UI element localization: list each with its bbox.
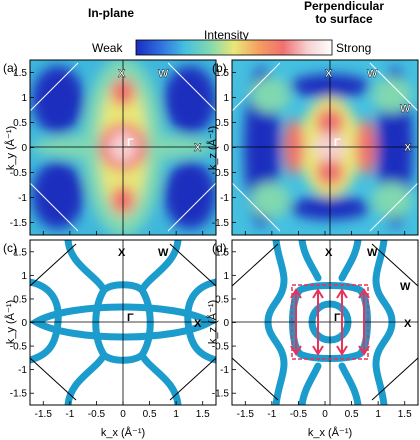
panel-b-x-top-label: X <box>325 68 333 80</box>
panel-d-ytick-label: 1.5 <box>215 247 229 258</box>
panel-c-ytick-label: -1.5 <box>10 389 28 400</box>
panel-a-tag: (a) <box>3 61 18 75</box>
panel-c-xtick-label: 1 <box>173 409 179 420</box>
panel-c-xtick-label: 1.5 <box>196 409 210 420</box>
panel-c-x-top-label: X <box>118 247 126 259</box>
panel-a-ytick-label: -1.5 <box>10 218 28 229</box>
panel-c-xtick-label: 0.5 <box>143 409 157 420</box>
panel-c-zone-boundary <box>29 243 217 401</box>
panel-b-ytick-label: 0 <box>223 143 229 154</box>
panel-d-x-right-label: X <box>404 318 412 330</box>
panel-c-xtick-label: -0.5 <box>88 409 106 420</box>
panel-a-ytick-label: -0.5 <box>10 168 28 179</box>
panel-b-ytick-label: 1.5 <box>215 68 229 79</box>
colorbar-min-label: Weak <box>92 41 123 55</box>
panel-c <box>29 239 217 406</box>
panel-d-x-top-label: X <box>325 247 333 259</box>
panel-b-ytick-label: -1 <box>220 193 229 204</box>
panel-d-ytick-label: -0.5 <box>212 342 230 353</box>
panel-a-x-top-label: X <box>118 68 126 80</box>
panel-d-xtick-label: 0.5 <box>345 409 359 420</box>
panel-d-xlabel: k_x (Å⁻¹) <box>308 426 352 439</box>
panel-d-xtick-label: -0.5 <box>290 409 308 420</box>
panel-b-w-top-label: W <box>367 68 378 80</box>
panel-a-ytick-label: 1.5 <box>13 68 27 79</box>
panel-d-gamma-label: Γ <box>334 312 341 324</box>
symmetry-point-labels: Γ X X W Γ X X W W Γ X X W Γ X X W W <box>118 68 412 330</box>
panel-b-intensity <box>232 60 418 235</box>
colorbar-title: Intensity <box>204 28 249 42</box>
panel-c-ytick-label: 0 <box>21 318 27 329</box>
colorbar-max-label: Strong <box>336 41 372 55</box>
panel-a-guides <box>29 62 217 232</box>
panel-b-ytick-label: -1.5 <box>212 218 230 229</box>
panel-a-w-label: W <box>158 68 169 80</box>
panel-c-ytick-label: 1.5 <box>13 247 27 258</box>
panel-c-ylabel: k_y (Å⁻¹) <box>4 300 17 344</box>
panel-a <box>29 59 217 236</box>
panel-d-ytick-label: 1 <box>223 271 229 282</box>
panel-c-ytick-label: 1 <box>21 271 27 282</box>
panel-d-zone-boundary <box>231 243 419 401</box>
panel-d <box>231 239 419 406</box>
panel-d-ytick-label: -1.5 <box>212 389 230 400</box>
panel-d-ytick-label: 0.5 <box>215 294 229 305</box>
panel-d-w-right-label: W <box>400 281 411 293</box>
panel-a-ytick-label: -1 <box>18 193 27 204</box>
panel-b-gamma-label: Γ <box>334 137 341 149</box>
panel-b <box>231 59 419 236</box>
panel-b-ytick-label: -0.5 <box>212 168 230 179</box>
panel-d-xtick-label: 0 <box>322 409 328 420</box>
panel-c-ytick-label: -1 <box>18 365 27 376</box>
panel-b-ytick-label: 1 <box>223 93 229 104</box>
panel-c-w-label: W <box>158 247 169 259</box>
panel-d-w-top-label: W <box>367 247 378 259</box>
panel-c-xtick-label: -1 <box>65 409 74 420</box>
panel-d-xtick-label: 1.5 <box>398 409 412 420</box>
axis-ticks: -1.5-1-0.500.511.5-1.5-1-0.500.511.5-1.5… <box>10 68 412 420</box>
panel-b-guides <box>231 62 419 232</box>
panel-d-ytick-label: -1 <box>220 365 229 376</box>
panel-d-ytick-label: 0 <box>223 318 229 329</box>
panel-d-xtick-label: -1 <box>267 409 276 420</box>
panel-a-gamma-label: Γ <box>127 137 134 149</box>
panel-c-x-right-label: X <box>194 318 202 330</box>
panel-c-ytick-label: 0.5 <box>13 294 27 305</box>
panel-a-ylabel: k_y (Å⁻¹) <box>4 126 17 170</box>
panel-c-xlabel: k_x (Å⁻¹) <box>101 426 145 439</box>
panel-a-ytick-label: 1 <box>21 93 27 104</box>
panel-a-ytick-label: 0.5 <box>13 118 27 129</box>
panel-b-tag: (b) <box>212 61 227 75</box>
panel-d-xtick-label: 1 <box>375 409 381 420</box>
panel-c-tag: (c) <box>3 241 17 255</box>
right-column-title: Perpendicular to surface <box>294 0 394 26</box>
panel-d-ylabel: k_z (Å⁻¹) <box>206 300 219 344</box>
left-column-title: In-plane <box>88 6 135 20</box>
panel-b-w-right-label: W <box>400 103 411 115</box>
panel-b-ytick-label: 0.5 <box>215 118 229 129</box>
panel-d-nesting-arrows <box>290 284 370 360</box>
panel-c-ytick-label: -0.5 <box>10 342 28 353</box>
right-title-line2: to surface <box>315 12 373 26</box>
panel-b-ylabel: k_z (Å⁻¹) <box>206 126 219 170</box>
right-title-line1: Perpendicular <box>303 0 385 13</box>
panel-c-gamma-label: Γ <box>127 312 134 324</box>
panel-d-tag: (d) <box>212 241 227 255</box>
panel-c-xtick-label: -1.5 <box>35 409 53 420</box>
panel-d-xtick-label: -1.5 <box>237 409 255 420</box>
panel-c-xtick-label: 0 <box>120 409 126 420</box>
panel-a-ytick-label: 0 <box>21 143 27 154</box>
colorbar <box>135 39 333 56</box>
panel-b-x-right-label: X <box>404 142 412 154</box>
panel-a-x-right-label: X <box>194 142 202 154</box>
